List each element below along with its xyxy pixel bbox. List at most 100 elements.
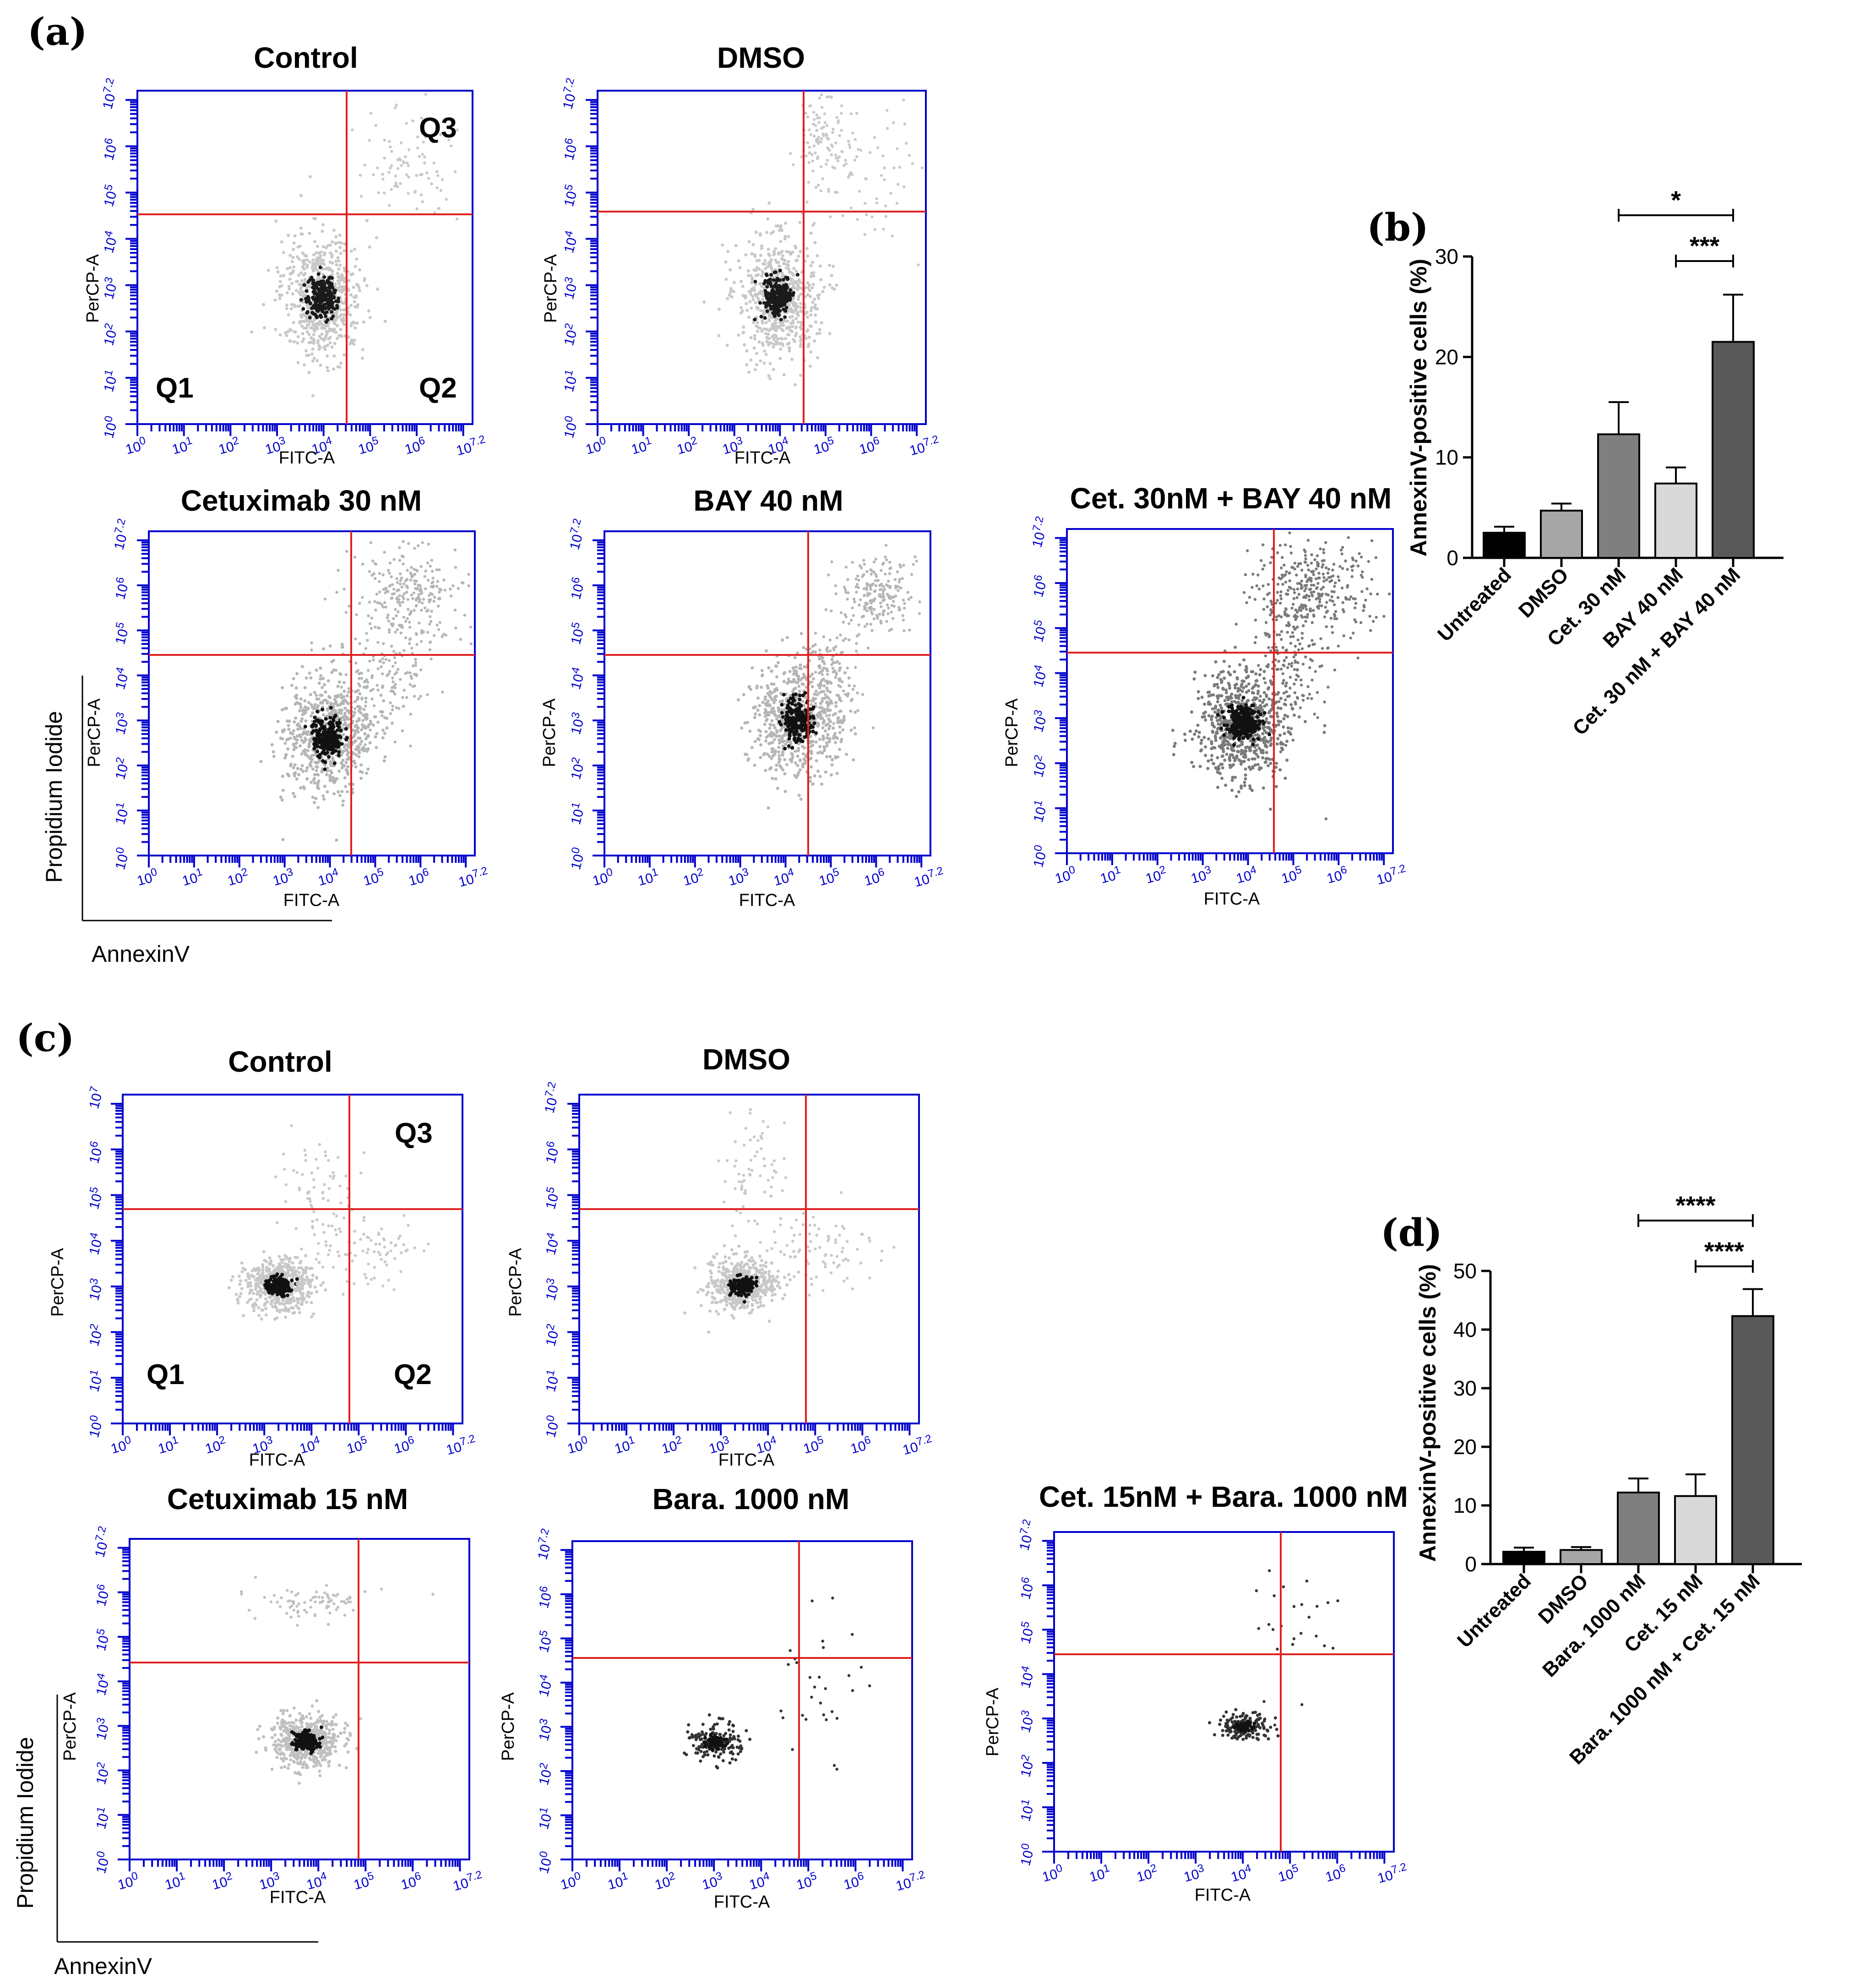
y-tick-label: 20: [1435, 345, 1458, 369]
y-tick-label: 100: [558, 414, 582, 440]
x-tick-label: 102: [659, 1434, 685, 1457]
flow-plot-a-control: Control 100 101 102 103 104 105 106 107.2 10010…: [83, 41, 488, 468]
x-tick-label: 103: [726, 866, 751, 889]
y-tick-label: 106: [533, 1585, 556, 1610]
y-tick-label: 107.2: [1013, 1518, 1039, 1552]
y-tick-label: 107: [83, 1085, 107, 1110]
flow-plot-a-combination: Cet. 30nM + BAY 40 nM 100 101 102 103 104 105…: [1002, 482, 1408, 909]
x-axis-ticks: 100 101 102 103 104 105 106 107.2: [1040, 1852, 1409, 1886]
bar: [1560, 1549, 1603, 1565]
y-tick-label: 104: [565, 666, 588, 691]
x-tick-label: 106: [392, 1434, 417, 1457]
panel-c-plots: Control 100 101 102 103 104 105 106 107.2 100 10…: [12, 1043, 1409, 1979]
plot-frame: [129, 1538, 470, 1860]
y-tick-label: 100: [90, 1850, 114, 1875]
y-tick-label: 101: [90, 1805, 114, 1831]
y-tick-label: 107.2: [97, 76, 122, 111]
y-tick-label: 30: [1453, 1376, 1477, 1400]
y-tick-label: 103: [83, 1277, 107, 1302]
panel-label-b: (b): [1367, 206, 1429, 250]
y-tick-label: 101: [83, 1368, 107, 1393]
y-axis-ticks: 100 101 102 103 104 105 106 107.2: [89, 1525, 130, 1875]
x-tick-label: 104: [315, 866, 341, 889]
y-tick-label: 105: [540, 1185, 563, 1210]
y-tick-label: 107.2: [564, 517, 589, 551]
scatter-events: [702, 93, 924, 387]
scatter-events: [240, 1576, 435, 1785]
y-tick-label: 102: [1015, 1753, 1038, 1778]
y-tick-label: 100: [98, 414, 121, 440]
y-tick-label: 104: [109, 666, 133, 691]
y-axis-label: PerCP-A: [60, 1692, 80, 1761]
x-tick-label: 106: [1323, 1862, 1348, 1885]
significance-label: *: [1671, 185, 1681, 214]
y-tick-label: 100: [1015, 1842, 1038, 1867]
flow-plot-a-cetuximab: Cetuximab 30 nM 100 101 102 103 104 105 106 107…: [85, 484, 490, 910]
quadrant-label-q1: Q1: [156, 372, 194, 404]
legend-x-label: AnnexinV: [54, 1953, 152, 1979]
bar: [1502, 1551, 1545, 1565]
y-tick-label: 105: [533, 1629, 556, 1654]
x-tick-label: 101: [180, 866, 205, 889]
y-tick-label: 105: [1028, 618, 1051, 643]
y-tick-label: 107.2: [557, 76, 582, 111]
y-tick-label: 107.2: [538, 1080, 564, 1115]
y-tick-label: 102: [558, 322, 582, 347]
x-tick-label: 101: [170, 434, 195, 458]
y-axis-ticks: 100 101 102 103 104 105 106 107.2: [532, 1527, 572, 1875]
x-axis-ticks: 100 101 102 103 104 105 106 107.2: [1053, 853, 1408, 888]
x-tick-label: 102: [674, 434, 700, 458]
flow-plot-c-combination: Cet. 15nM + Bara. 1000 nM 100 101 102 103 10…: [983, 1480, 1409, 1905]
significance-label: ***: [1690, 231, 1720, 260]
scatter-events: [250, 93, 459, 398]
x-tick-label: 107.2: [454, 433, 488, 458]
x-axis-label: FITC-A: [249, 1450, 305, 1470]
y-tick-label: 106: [1015, 1576, 1038, 1601]
x-tick-label: Untreated: [1453, 1570, 1535, 1652]
plot-title: Control: [254, 41, 358, 74]
y-axis-label: PerCP-A: [506, 1248, 525, 1317]
y-tick-label: 101: [533, 1805, 556, 1831]
scatter-events: [1208, 1569, 1339, 1741]
y-axis-ticks: 100 101 102 103 104 105 106 107.2: [108, 517, 149, 871]
y-tick-label: 103: [558, 276, 582, 301]
x-axis-ticks: 100 101 102 103 104 105 106 107.2: [135, 856, 490, 890]
y-tick-label: 102: [83, 1322, 107, 1347]
plot-title: BAY 40 nM: [693, 484, 843, 517]
quadrant-label-q2: Q2: [394, 1359, 432, 1390]
y-tick-label: 106: [1028, 573, 1051, 599]
y-tick-label: 103: [1028, 709, 1051, 734]
bar-chart-b: AnnexinV-positive cells (%) 0 10 20 30 Untre…: [1406, 185, 1784, 740]
bar: [1597, 433, 1640, 559]
x-tick-label: 103: [1181, 1862, 1207, 1885]
y-tick-label: 105: [98, 183, 121, 208]
quadrant-label-q2: Q2: [419, 372, 457, 404]
y-tick-label: 104: [540, 1231, 563, 1256]
x-tick-label: 103: [1189, 863, 1214, 887]
x-tick-label: 107.2: [444, 1432, 478, 1458]
panel-a-plots: Control 100 101 102 103 104 105 106 107.2 10010…: [41, 41, 1408, 967]
x-tick-label: 102: [225, 866, 250, 889]
x-tick-label: 104: [747, 1870, 772, 1893]
plot-title: Control: [228, 1045, 332, 1078]
plot-frame: [571, 1540, 913, 1860]
y-tick-label: 106: [98, 136, 121, 162]
y-axis-ticks: 100 101 102 103 104 105 106 107.2: [557, 76, 598, 440]
x-tick-label: 102: [1134, 1862, 1159, 1885]
x-tick-label: 106: [841, 1870, 866, 1893]
panel-label-c: (c): [16, 1016, 75, 1060]
y-tick-label: 105: [109, 621, 133, 646]
x-tick-label: Untreated: [1433, 563, 1516, 646]
x-tick-label: 101: [636, 866, 661, 889]
y-axis-label: PerCP-A: [48, 1248, 67, 1317]
y-axis-ticks: 100 101 102 103 104 105 106 107.2: [538, 1080, 579, 1439]
scatter-events: [737, 544, 921, 810]
bar: [1654, 482, 1697, 559]
x-axis-label: FITC-A: [1204, 889, 1260, 909]
y-tick-label: 100: [565, 846, 588, 871]
x-axis-ticks: 100 101 102 103 104 105 106 107.2: [590, 856, 946, 890]
x-tick-label: 107.2: [456, 864, 490, 890]
y-tick-label: 105: [83, 1185, 107, 1210]
plot-title: Cetuximab 30 nM: [181, 484, 422, 517]
